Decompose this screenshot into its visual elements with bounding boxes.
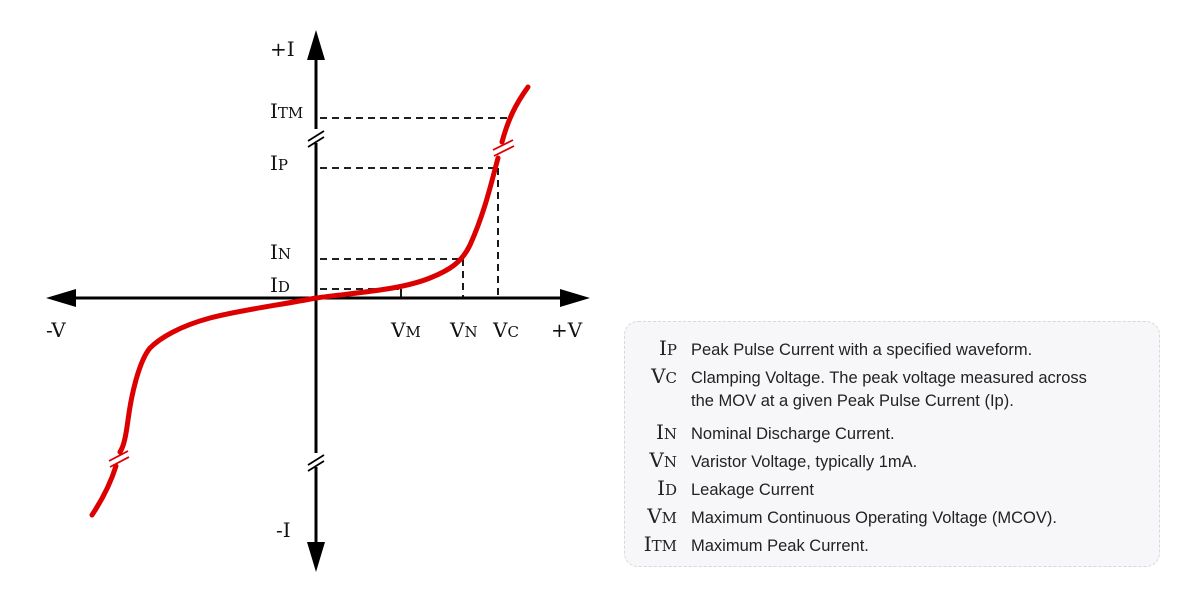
x-marker-vm: VM — [390, 318, 421, 342]
legend-symbol: VC — [651, 364, 677, 388]
y-neg-label: -I — [276, 518, 291, 542]
y-marker-in: IN — [270, 240, 291, 264]
legend-description: Leakage Current — [691, 481, 814, 499]
legend-description: Maximum Peak Current. — [691, 537, 869, 555]
axis-break-upper — [307, 129, 325, 148]
legend-symbol: ITM — [643, 532, 677, 556]
curve-break-upper — [492, 139, 515, 157]
legend-description: Maximum Continuous Operating Voltage (MC… — [691, 509, 1057, 527]
legend-item-in: IN Nominal Discharge Current. — [625, 420, 1159, 448]
legend-item-itm: ITM Maximum Peak Current. — [625, 532, 1159, 560]
legend-description: Varistor Voltage, typically 1mA. — [691, 453, 918, 471]
y-axis-arrow-up — [307, 30, 325, 60]
legend-description: Nominal Discharge Current. — [691, 425, 895, 443]
y-marker-itm: ITM — [270, 99, 303, 123]
legend-item-vc-continued: the MOV at a given Peak Pulse Current (I… — [625, 392, 1159, 420]
x-pos-label: +V — [551, 318, 583, 342]
curve-upper-branch — [313, 155, 501, 301]
legend-description-continued: the MOV at a given Peak Pulse Current (I… — [691, 392, 1014, 410]
legend-symbol: IN — [655, 420, 677, 444]
legend-symbol: VN — [649, 448, 677, 472]
guide-lines — [320, 117, 512, 298]
legend-symbol: VM — [647, 504, 677, 528]
legend-item-id: ID Leakage Current — [625, 476, 1159, 504]
y-marker-ip: IP — [270, 151, 288, 175]
y-marker-id: ID — [270, 273, 290, 297]
axes — [46, 30, 590, 572]
vi-characteristic-diagram: +I -I -V +V ITM IP IN ID VM VN VC — [46, 30, 590, 572]
legend-item-ip: IP Peak Pulse Current with a specified w… — [625, 336, 1159, 364]
legend-item-vn: VN Varistor Voltage, typically 1mA. — [625, 448, 1159, 476]
curve-break-lower — [108, 450, 130, 468]
curve-lower-tail — [89, 463, 119, 518]
x-neg-label: -V — [46, 318, 66, 342]
y-pos-label: +I — [270, 37, 295, 61]
curve-lower-branch — [117, 295, 319, 455]
legend-item-vm: VM Maximum Continuous Operating Voltage … — [625, 504, 1159, 532]
x-marker-vn: VN — [449, 318, 478, 342]
x-axis-arrow-left — [46, 289, 76, 307]
y-axis-arrow-down — [307, 542, 325, 572]
legend-symbol: ID — [657, 476, 677, 500]
legend-description: Clamping Voltage. The peak voltage measu… — [691, 369, 1087, 387]
legend-box: IP Peak Pulse Current with a specified w… — [624, 321, 1160, 567]
legend-description: Peak Pulse Current with a specified wave… — [691, 341, 1033, 359]
vi-curve — [89, 84, 531, 518]
legend-symbol: IP — [659, 336, 677, 360]
x-marker-vc: VC — [492, 318, 519, 342]
x-axis-arrow-right — [560, 289, 590, 307]
curve-upper-tail — [499, 84, 531, 145]
legend-item-vc: VC Clamping Voltage. The peak voltage me… — [625, 364, 1159, 392]
axis-break-lower — [307, 453, 325, 472]
